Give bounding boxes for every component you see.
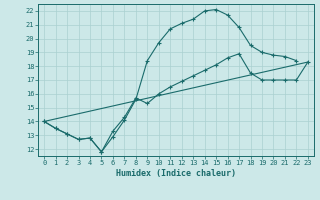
- X-axis label: Humidex (Indice chaleur): Humidex (Indice chaleur): [116, 169, 236, 178]
